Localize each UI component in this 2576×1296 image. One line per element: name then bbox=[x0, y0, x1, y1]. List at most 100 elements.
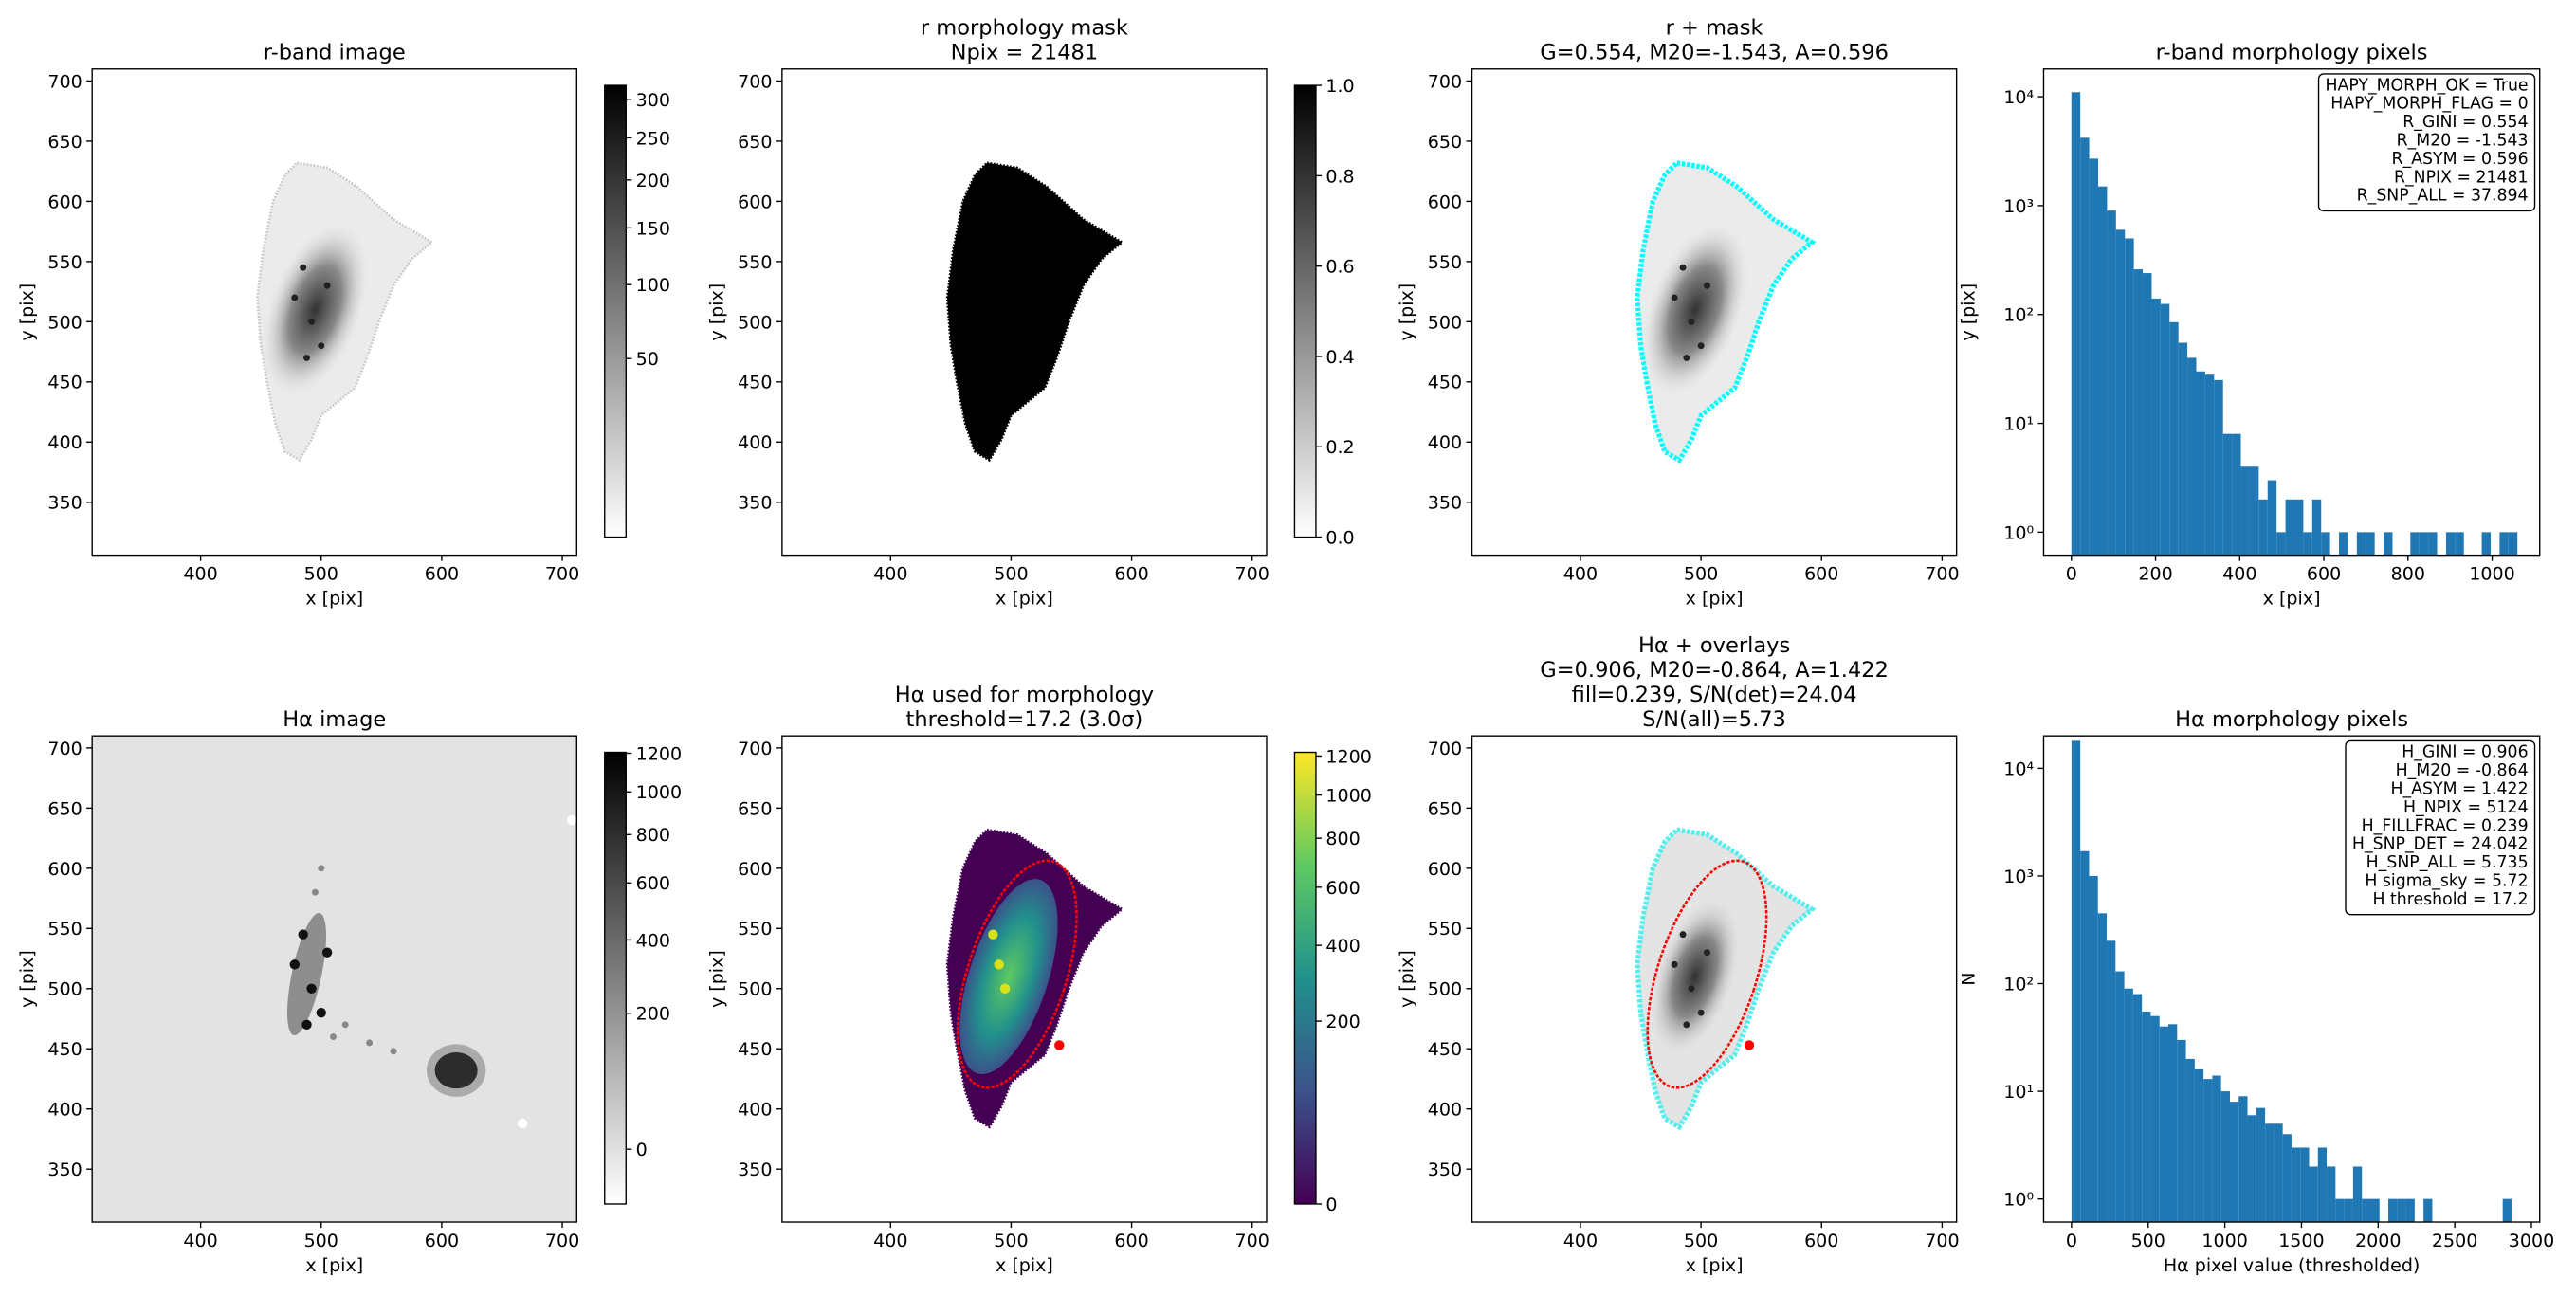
y-tick-label: 400 bbox=[1428, 432, 1462, 453]
spot bbox=[291, 294, 299, 301]
y-tick-label: 450 bbox=[738, 373, 772, 393]
histogram-bar bbox=[2274, 1123, 2283, 1223]
x-tick-label: 500 bbox=[2131, 1231, 2165, 1251]
y-tick-label: 600 bbox=[47, 859, 82, 880]
histogram-bar bbox=[2212, 1075, 2221, 1223]
axes-frame bbox=[1471, 68, 1958, 557]
histogram-bar bbox=[2344, 1198, 2353, 1223]
y-tick-label: 450 bbox=[47, 1039, 82, 1060]
histogram-bar bbox=[2356, 532, 2366, 556]
histogram-bar bbox=[2428, 532, 2438, 556]
histogram-bar bbox=[2178, 342, 2188, 556]
x-tick-label: 700 bbox=[1235, 1231, 1270, 1251]
histogram-bar bbox=[2150, 1015, 2160, 1223]
x-tick-label: 600 bbox=[425, 1231, 459, 1251]
x-axis-label: Hα pixel value (thresholded) bbox=[2164, 1255, 2421, 1276]
colorbar-tick-label: 400 bbox=[636, 930, 670, 951]
plot-area bbox=[781, 68, 1267, 556]
histogram-bar bbox=[2159, 1026, 2169, 1223]
spot bbox=[321, 947, 333, 958]
histogram-bar bbox=[2080, 850, 2090, 1223]
histogram-bar bbox=[2160, 303, 2170, 556]
x-tick-label: 600 bbox=[425, 564, 459, 585]
histogram-bar bbox=[2097, 913, 2108, 1223]
x-tick-label: 0 bbox=[2066, 564, 2077, 585]
x-tick-label: 500 bbox=[1684, 564, 1718, 585]
histogram-bar bbox=[2247, 1115, 2256, 1223]
histogram-bar bbox=[2352, 1166, 2363, 1223]
panel-title: Hα + overlays bbox=[1638, 633, 1790, 658]
histogram-bar bbox=[2177, 1039, 2186, 1223]
annotation-line: H_M20 = -0.864 bbox=[2396, 761, 2529, 780]
mask-region bbox=[945, 161, 1124, 463]
colorbar-tick-label: 1200 bbox=[1325, 746, 1371, 767]
y-tick-label: 550 bbox=[1428, 919, 1462, 940]
y-tick-label: 400 bbox=[738, 432, 772, 453]
annotation-line: R_M20 = -1.543 bbox=[2397, 132, 2529, 151]
blob bbox=[1641, 223, 1748, 396]
spot bbox=[999, 983, 1011, 994]
histogram-bar bbox=[2089, 875, 2098, 1223]
histogram-bar bbox=[2142, 1012, 2151, 1223]
axes-frame bbox=[2042, 68, 2541, 557]
y-tick-label: 500 bbox=[1428, 312, 1462, 333]
colorbar-tick-label: 600 bbox=[1325, 878, 1360, 899]
spot bbox=[1744, 1040, 1755, 1050]
spot bbox=[289, 959, 300, 970]
y-tick-label: 600 bbox=[1428, 192, 1462, 212]
axes-frame bbox=[91, 735, 577, 1223]
panel-title: Hα image bbox=[283, 707, 386, 732]
spot bbox=[1683, 1021, 1690, 1029]
annotation-line: R_ASYM = 0.596 bbox=[2391, 150, 2528, 169]
y-tick-label: 600 bbox=[47, 192, 82, 212]
y-tick-label: 10³ bbox=[2003, 196, 2034, 217]
blob bbox=[434, 1052, 478, 1089]
y-tick-label: 700 bbox=[738, 71, 772, 92]
plot-area bbox=[92, 736, 577, 1223]
spot bbox=[1679, 264, 1687, 271]
x-tick-label: 500 bbox=[1684, 1231, 1718, 1251]
x-tick-label: 700 bbox=[1235, 564, 1270, 585]
histogram-bar bbox=[2256, 1107, 2266, 1223]
y-tick-label: 650 bbox=[738, 132, 772, 153]
annotation-line: R_GINI = 0.554 bbox=[2402, 113, 2528, 132]
colorbar-tick-label: 150 bbox=[636, 218, 670, 239]
y-tick-label: 700 bbox=[1428, 71, 1462, 92]
blob bbox=[959, 879, 1058, 1075]
blob bbox=[426, 1044, 486, 1097]
colorbar-tick-label: 0.4 bbox=[1325, 347, 1354, 368]
colorbar-tick-label: 200 bbox=[1325, 1012, 1360, 1032]
plot-area bbox=[2043, 68, 2540, 556]
annotation-line: H threshold = 17.2 bbox=[2372, 890, 2528, 909]
y-axis-label: N bbox=[1959, 972, 1980, 985]
x-tick-label: 1500 bbox=[2278, 1231, 2324, 1251]
histogram-bar bbox=[2370, 1198, 2380, 1223]
y-tick-label: 10⁴ bbox=[2003, 87, 2034, 108]
colorbar-tick-label: 200 bbox=[636, 1004, 670, 1025]
sky-background bbox=[92, 736, 577, 1223]
colorbar-tick-label: 0 bbox=[1325, 1195, 1337, 1215]
axes-frame bbox=[1471, 735, 1958, 1223]
histogram-bar bbox=[2143, 273, 2152, 556]
histogram-bar bbox=[2194, 1068, 2204, 1223]
x-tick-label: 200 bbox=[2138, 564, 2172, 585]
histogram-bar bbox=[2187, 357, 2197, 556]
histogram-bar bbox=[2300, 1147, 2310, 1223]
x-tick-label: 500 bbox=[994, 1231, 1028, 1251]
x-axis-label: x [pix] bbox=[2263, 589, 2321, 610]
y-tick-label: 10² bbox=[2003, 974, 2034, 995]
x-axis-label: x [pix] bbox=[1686, 1255, 1744, 1276]
spot bbox=[306, 983, 317, 994]
blob bbox=[262, 223, 369, 396]
y-tick-label: 10⁴ bbox=[2003, 758, 2034, 779]
colorbar bbox=[1293, 84, 1317, 538]
histogram-bar bbox=[2455, 532, 2464, 556]
y-tick-label: 500 bbox=[47, 979, 82, 1000]
panel-title: r-band morphology pixels bbox=[2156, 40, 2428, 64]
spot bbox=[567, 814, 577, 826]
x-tick-label: 500 bbox=[304, 1231, 338, 1251]
histogram-bar bbox=[2097, 186, 2108, 556]
y-axis-label: y [pix] bbox=[706, 950, 727, 1008]
colorbar-tick-label: 250 bbox=[636, 128, 670, 149]
